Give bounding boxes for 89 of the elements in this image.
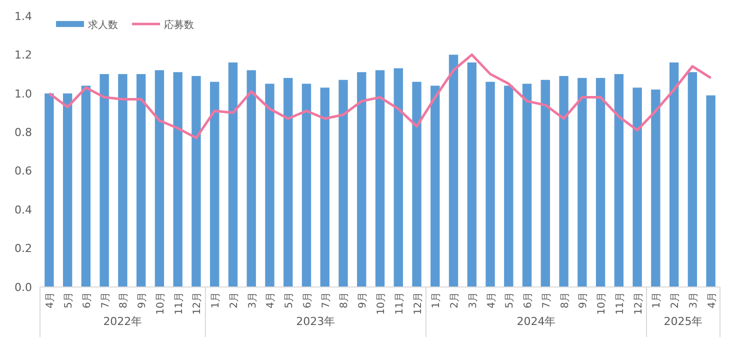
bar <box>192 76 201 287</box>
x-tick-label: 2月 <box>670 292 682 308</box>
x-tick-label: 12月 <box>192 292 204 315</box>
x-tick-label: 10月 <box>596 292 608 315</box>
bar <box>614 74 624 287</box>
x-tick-label: 5月 <box>64 292 75 308</box>
x-tick-label: 6月 <box>82 292 93 308</box>
bar <box>228 62 238 287</box>
bar <box>486 82 495 287</box>
x-tick-label: 3月 <box>247 292 258 308</box>
x-tick-label: 10月 <box>155 292 166 315</box>
bar <box>173 72 182 287</box>
bar <box>246 70 256 287</box>
x-tick-label: 7月 <box>100 292 112 308</box>
x-tick-label: 1月 <box>210 292 222 308</box>
line-series <box>48 53 712 140</box>
x-tick-label: 10月 <box>376 292 387 315</box>
x-tick-label: 8月 <box>339 292 350 308</box>
text: 2023年 <box>296 315 336 328</box>
y-tick-label: 0.8 <box>14 126 32 139</box>
x-tick-label: 11月 <box>614 292 626 315</box>
x-tick-label: 2月 <box>228 292 240 308</box>
bar <box>448 54 458 287</box>
bar <box>81 86 91 287</box>
x-tick-label: 4月 <box>706 292 718 308</box>
bar <box>632 88 642 287</box>
x-tick-label: 6月 <box>302 292 314 308</box>
y-tick-label: 0.2 <box>14 242 32 256</box>
bar <box>154 70 164 287</box>
bar <box>412 82 422 287</box>
x-tick-label: 7月 <box>320 292 332 308</box>
x-tick-label: 9月 <box>358 292 369 308</box>
x-tick-label: 9月 <box>137 292 148 308</box>
bar <box>430 86 440 287</box>
legend-label: 応募数 <box>164 19 194 31</box>
bar <box>62 93 72 287</box>
bar <box>651 90 660 287</box>
x-tick-label: 12月 <box>633 292 644 315</box>
bar <box>302 84 312 287</box>
bar <box>44 93 54 287</box>
x-tick-label: 6月 <box>523 292 534 308</box>
x-tick-label: 9月 <box>578 292 590 308</box>
x-tick-label: 11月 <box>394 292 406 315</box>
bar <box>357 72 366 287</box>
x-tick-label: 7月 <box>541 292 552 308</box>
x-tick-label: 8月 <box>118 292 130 308</box>
x-tick-label: 2月 <box>450 292 461 308</box>
text: 2025年 <box>664 315 703 328</box>
bar <box>338 80 348 287</box>
text: 2024年 <box>516 315 556 328</box>
bar <box>688 72 698 287</box>
x-tick-label: 3月 <box>688 292 700 308</box>
x-tick-label: 8月 <box>560 292 571 308</box>
bar <box>394 68 403 287</box>
bar <box>284 78 293 287</box>
bar <box>669 62 679 287</box>
bar <box>706 95 716 287</box>
y-tick-label: 0.6 <box>14 164 32 178</box>
x-tick-label: 4月 <box>266 292 277 308</box>
y-tick-label: 1.4 <box>14 10 32 23</box>
x-tick-label: 3月 <box>468 292 479 308</box>
x-tick-label: 11月 <box>174 292 185 315</box>
bar <box>265 84 274 287</box>
y-tick-label: 0.0 <box>14 280 32 294</box>
x-tick-label: 4月 <box>486 292 498 308</box>
bar <box>540 80 550 287</box>
y-tick-label: 0.4 <box>14 203 32 216</box>
x-tick-label: 5月 <box>504 292 516 308</box>
bar <box>559 76 568 287</box>
bar <box>375 70 385 287</box>
y-tick-label: 1.2 <box>14 48 32 62</box>
bar <box>118 74 128 287</box>
bar <box>210 82 220 287</box>
bar <box>504 86 514 287</box>
bar <box>320 88 330 287</box>
bar <box>596 78 606 287</box>
x-tick-label: 1月 <box>652 292 663 308</box>
text: 2022年 <box>103 315 142 328</box>
legend-label: 求人数 <box>88 19 118 31</box>
bar <box>467 62 476 287</box>
x-tick-label: 12月 <box>412 292 424 315</box>
bar <box>136 74 146 287</box>
x-tick-label: 4月 <box>45 292 56 308</box>
bar <box>522 84 532 287</box>
bar <box>100 74 109 287</box>
x-tick-label: 1月 <box>431 292 442 308</box>
y-tick-label: 1.0 <box>14 87 32 100</box>
x-tick-label: 5月 <box>284 292 296 308</box>
bar <box>578 78 587 287</box>
